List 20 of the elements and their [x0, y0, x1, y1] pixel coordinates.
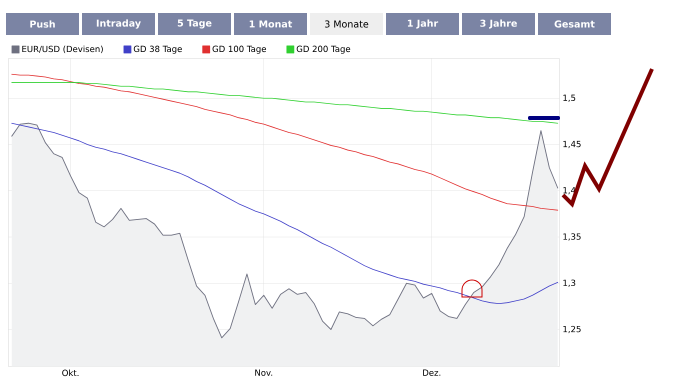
- y-tick-label: 1,3: [563, 280, 576, 287]
- legend-label: GD 200 Tage: [296, 46, 350, 54]
- legend-label: GD 38 Tage: [134, 46, 182, 54]
- y-tick-label: 1,35: [563, 233, 581, 241]
- x-tick-label: Nov.: [255, 370, 272, 376]
- y-tick-label: 1,45: [563, 140, 581, 148]
- text: 5 Tage: [178, 20, 212, 28]
- text: 3 Jahre: [480, 19, 517, 29]
- y-tick-label: 1,25: [563, 326, 581, 334]
- y-tick-label: 1,5: [563, 94, 576, 102]
- legend-label: EUR/USD (Devisen): [22, 46, 103, 54]
- legend-label: GD 100 Tage: [212, 46, 266, 54]
- text: Intraday: [96, 19, 141, 29]
- text: Push: [30, 20, 55, 28]
- text: 3 Monate: [324, 20, 368, 28]
- x-tick-label: Dez.: [423, 370, 440, 376]
- text: 1 Monat: [250, 20, 292, 28]
- text: Gesamt: [554, 20, 595, 28]
- x-tick-label: Okt.: [62, 370, 78, 376]
- text: 1 Jahr: [408, 19, 438, 29]
